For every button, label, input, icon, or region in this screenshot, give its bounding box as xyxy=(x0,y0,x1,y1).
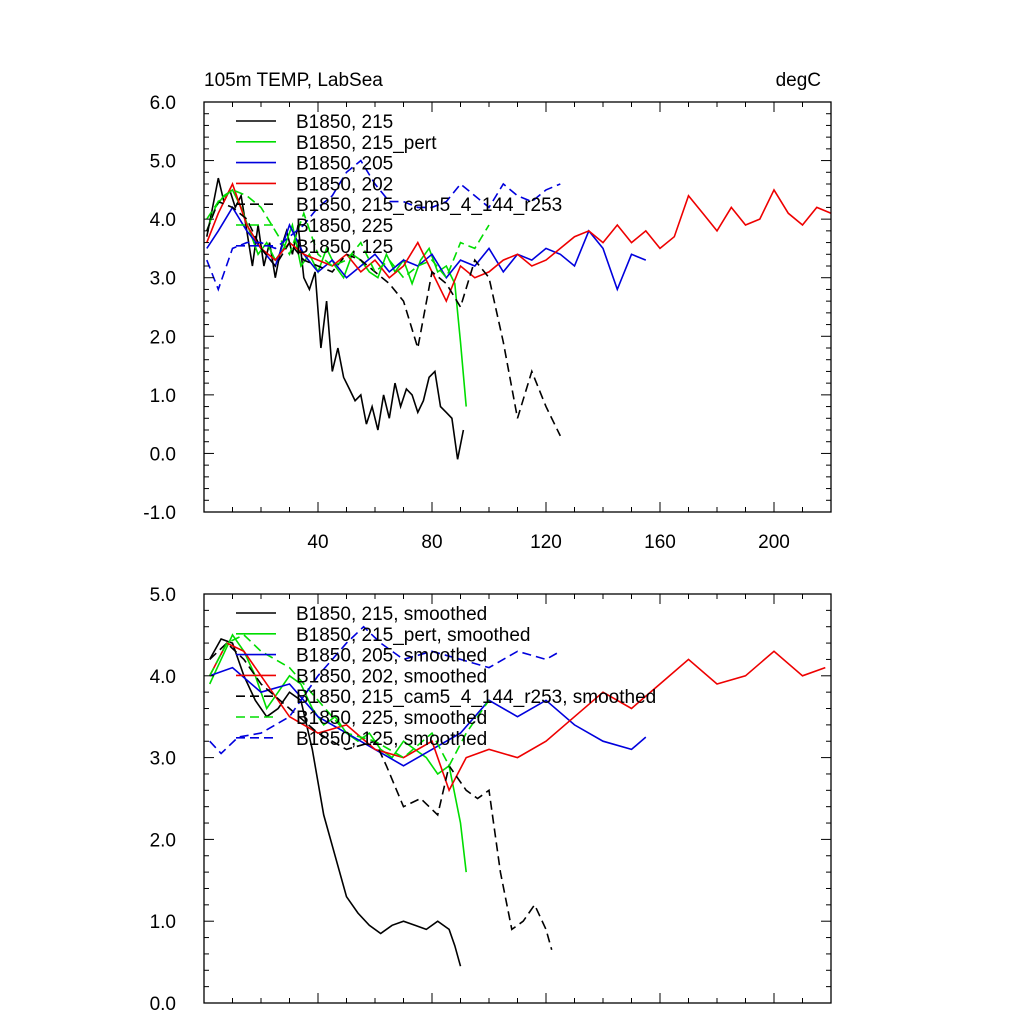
bottom-y-tick-label: 3.0 xyxy=(150,749,176,770)
bottom-legend-entry: B1850, 202, smoothed xyxy=(296,666,487,687)
chart-title: 105m TEMP, LabSea xyxy=(204,70,383,91)
top-x-tick-label: 40 xyxy=(307,532,328,553)
bottom-series-line-6 xyxy=(208,633,490,768)
top-legend-entry: B1850, 202 xyxy=(296,174,393,195)
bottom-legend-entry: B1850, 125, smoothed xyxy=(296,729,487,750)
top-y-tick-label: -1.0 xyxy=(143,503,176,524)
bottom-y-tick-label: 4.0 xyxy=(150,667,176,688)
top-x-tick-label: 80 xyxy=(421,532,442,553)
top-panel: 40 80 120 160 200 -1.0 0.0 1.0 2.0 3.0 4.0 5.0 6.0 10… xyxy=(143,70,832,553)
bottom-y-tick-label: 5.0 xyxy=(150,585,176,606)
top-y-tick-label: 1.0 xyxy=(150,386,176,407)
top-y-tick-label: 5.0 xyxy=(150,152,176,173)
top-legend-entry: B1850, 205 xyxy=(296,154,393,175)
top-legend-entry: B1850, 215_cam5_4_144_r253 xyxy=(296,195,562,216)
top-series-line-1 xyxy=(206,177,465,460)
bottom-y-tick-label: 2.0 xyxy=(150,830,176,851)
top-y-tick-label: 2.0 xyxy=(150,327,176,348)
top-y-tick-label: 6.0 xyxy=(150,93,176,114)
top-series-group xyxy=(206,159,831,460)
bottom-series-line-3 xyxy=(209,666,647,767)
top-y-tick-label: 3.0 xyxy=(150,269,176,290)
top-x-tick-label: 120 xyxy=(530,532,562,553)
bottom-legend-entry: B1850, 215_cam5_4_144_r253, smoothed xyxy=(296,687,656,708)
bottom-series-line-7 xyxy=(209,625,561,755)
bottom-legend-entry: B1850, 215_pert, smoothed xyxy=(296,625,531,646)
top-x-tick-label: 200 xyxy=(758,532,790,553)
top-series-line-2 xyxy=(206,188,467,407)
top-y-tick-label: 0.0 xyxy=(150,444,176,465)
top-series-line-6 xyxy=(206,188,490,280)
top-y-tick-label: 4.0 xyxy=(150,210,176,231)
top-legend-entry: B1850, 215_pert xyxy=(296,133,437,154)
top-series-line-7 xyxy=(206,159,561,292)
bottom-series-line-4 xyxy=(208,642,826,793)
top-legend-entry: B1850, 125 xyxy=(296,237,393,258)
bottom-legend-entry: B1850, 205, smoothed xyxy=(296,646,487,667)
top-series-line-5 xyxy=(206,200,562,437)
top-x-tick-label: 160 xyxy=(644,532,676,553)
chart-units: degC xyxy=(776,70,821,91)
top-legend-entry: B1850, 225 xyxy=(296,216,393,237)
top-legend-entry: B1850, 215 xyxy=(296,112,393,133)
bottom-legend-entry: B1850, 215, smoothed xyxy=(296,604,487,625)
top-series-line-3 xyxy=(206,205,647,292)
bottom-series-group xyxy=(208,625,826,967)
bottom-y-tick-label: 0.0 xyxy=(150,994,176,1015)
top-series-line-4 xyxy=(206,181,831,304)
bottom-y-tick-label: 1.0 xyxy=(150,912,176,933)
bottom-legend-entry: B1850, 225, smoothed xyxy=(296,708,487,729)
